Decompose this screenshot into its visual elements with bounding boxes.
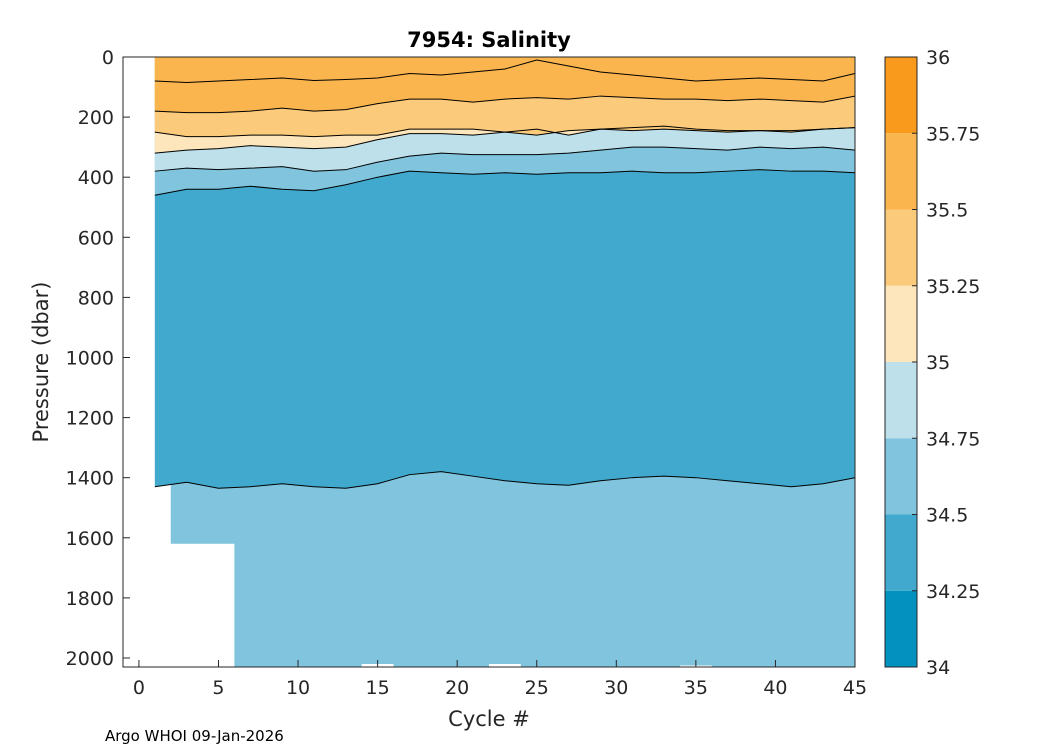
- isohaline-6: [154, 471, 855, 489]
- colorbar-tick-label: 35: [926, 352, 950, 374]
- y-tick-label: 1600: [66, 528, 114, 550]
- x-tick-label: 45: [843, 677, 867, 699]
- colorbar-swatch: [885, 438, 917, 515]
- y-tick-label: 0: [102, 47, 114, 69]
- colorbar-swatch: [885, 133, 917, 210]
- y-tick-label: 1000: [66, 347, 114, 369]
- colorbar-swatch: [885, 57, 917, 134]
- axes: 0 5 10 15 20 25 30 35 40 45 0 200 400 600 800 1000 1200 1…: [66, 47, 867, 699]
- x-tick-label: 40: [763, 677, 787, 699]
- colorbar-tick-label: 34: [926, 657, 950, 679]
- colorbar-tick-label: 34.5: [926, 505, 968, 527]
- y-tick-label: 200: [78, 107, 114, 129]
- plot-area: [154, 57, 855, 667]
- colorbar-swatch: [885, 285, 917, 362]
- colorbar-tick-label: 34.25: [926, 581, 980, 603]
- x-axis-label: Cycle #: [448, 707, 530, 731]
- x-tick-label: 15: [366, 677, 390, 699]
- y-tick-label: 1200: [66, 408, 114, 430]
- colorbar-swatch: [885, 590, 917, 667]
- x-tick-label: 35: [684, 677, 708, 699]
- y-tick-label: 800: [78, 287, 114, 309]
- isohaline-0: [154, 59, 855, 84]
- y-tick-label: 400: [78, 167, 114, 189]
- y-tick-label: 1800: [66, 588, 114, 610]
- plot-frame: [122, 56, 856, 668]
- isohaline-3: [154, 125, 855, 154]
- isohaline-1: [154, 95, 855, 114]
- isohaline-4: [154, 146, 855, 172]
- x-tick-label: 10: [286, 677, 310, 699]
- y-axis-label: Pressure (dbar): [29, 282, 53, 443]
- colorbar-tick-label: 34.75: [926, 428, 980, 450]
- colorbar-swatch: [885, 514, 917, 591]
- colorbar-tick-label: 35.75: [926, 123, 980, 145]
- footer-credit: Argo WHOI 09-Jan-2026: [105, 727, 284, 745]
- y-tick-label: 600: [78, 227, 114, 249]
- chart-title: 7954: Salinity: [407, 28, 571, 52]
- colorbar-swatch: [885, 362, 917, 439]
- x-tick-label: 0: [133, 677, 145, 699]
- colorbar-swatch: [885, 209, 917, 286]
- y-tick-label: 2000: [66, 648, 114, 670]
- colorbar-tick-label: 35.25: [926, 276, 980, 298]
- isohaline-5: [154, 169, 855, 196]
- x-tick-label: 30: [604, 677, 628, 699]
- colorbar-tick-label: 36: [926, 47, 950, 69]
- y-tick-label: 1400: [66, 468, 114, 490]
- x-tick-label: 25: [525, 677, 549, 699]
- salinity-band-core: [154, 169, 855, 489]
- x-tick-label: 5: [212, 677, 224, 699]
- colorbar-tick-label: 35.5: [926, 200, 968, 222]
- colorbar: 34 34.25 34.5 34.75 35 35.25 35.5 35.75 36: [884, 47, 980, 679]
- x-tick-label: 20: [445, 677, 469, 699]
